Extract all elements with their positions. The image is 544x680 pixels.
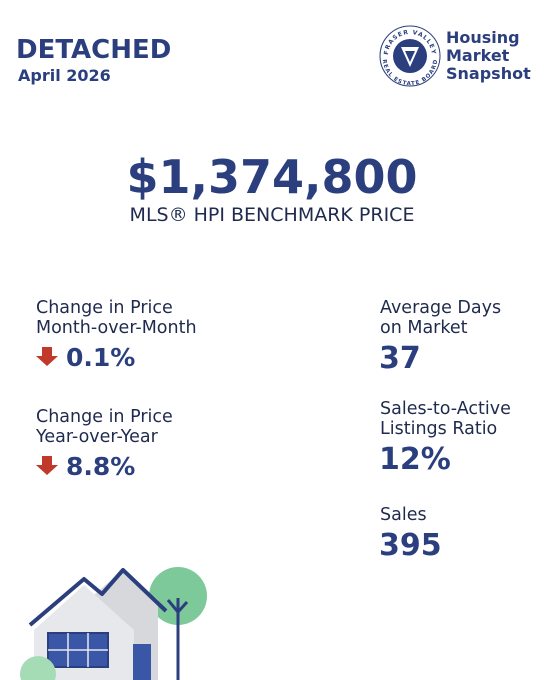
logo-line: Market <box>446 46 510 65</box>
stat-label: Month-over-Month <box>36 318 197 338</box>
logo: FRASER VALLEY REAL ESTATE BOARD Housing … <box>379 25 531 87</box>
stat-label: Listings Ratio <box>380 419 497 439</box>
benchmark-price: $1,374,800 <box>126 150 417 204</box>
stat-value: 8.8% <box>66 452 135 481</box>
stat-value: 12% <box>379 442 451 477</box>
date: April 2026 <box>18 66 111 85</box>
stat-label: Sales-to-Active <box>380 399 511 419</box>
house-illustration <box>20 567 207 680</box>
stat-label: Change in Price <box>36 407 173 427</box>
stat-value: 0.1% <box>66 343 135 372</box>
bush <box>20 656 56 680</box>
logo-mark <box>401 47 419 67</box>
roof <box>28 568 168 627</box>
tree-trunk <box>166 598 189 680</box>
stat-label: Sales <box>380 505 427 525</box>
logo-line: Snapshot <box>446 64 531 83</box>
stat-label: Average Days <box>380 298 501 318</box>
stat-label: Year-over-Year <box>35 427 159 447</box>
logo-disc <box>393 39 427 73</box>
page-title: DETACHED <box>16 35 171 65</box>
benchmark-label: MLS® HPI BENCHMARK PRICE <box>130 204 415 226</box>
window-panes <box>48 633 108 667</box>
logo-line: Housing <box>446 28 520 47</box>
stat-label: Change in Price <box>36 298 173 318</box>
down-arrow <box>36 456 58 475</box>
door <box>133 644 151 680</box>
down-arrow <box>36 347 58 366</box>
stat-value: 395 <box>379 528 442 563</box>
stat-label: on Market <box>380 318 468 338</box>
logo-ring <box>379 25 441 87</box>
stat-value: 37 <box>379 341 421 376</box>
left-stats: Change in PriceMonth-over-Month0.1%Chang… <box>35 298 197 481</box>
